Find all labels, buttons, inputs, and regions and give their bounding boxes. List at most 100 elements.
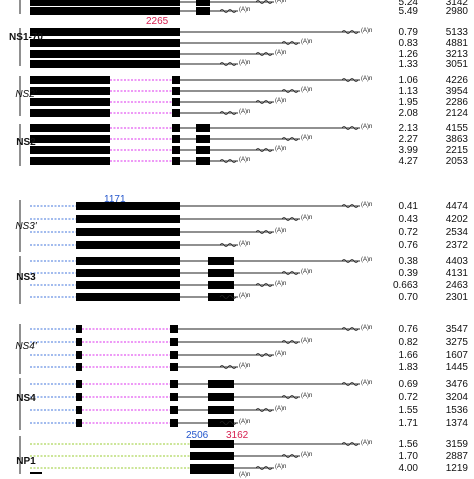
poly-a-label: (A)n xyxy=(239,419,251,425)
undefined xyxy=(196,146,210,154)
undefined xyxy=(170,363,178,371)
poly-a-tail xyxy=(255,230,273,234)
undefined xyxy=(30,39,180,47)
poly-a-tail xyxy=(219,421,237,425)
poly-a-label: (A)n xyxy=(361,380,373,386)
undefined xyxy=(76,338,82,346)
poly-a-tail xyxy=(281,41,299,45)
poly-a-label: (A)n xyxy=(301,135,313,141)
length-value: 3051 xyxy=(445,59,468,70)
undefined xyxy=(172,146,180,154)
undefined xyxy=(30,28,180,36)
undefined xyxy=(208,257,234,265)
poly-a-tail xyxy=(341,382,359,386)
fold-value: 1.66 xyxy=(398,350,418,361)
undefined xyxy=(170,406,178,414)
poly-a-tail xyxy=(219,243,237,247)
fold-value: 1.95 xyxy=(398,97,418,108)
poly-a-label: (A)n xyxy=(301,39,313,45)
poly-a-label: (A)n xyxy=(239,60,251,66)
poly-a-tail xyxy=(255,100,273,104)
fold-value: 0.38 xyxy=(398,256,418,267)
fold-value: 0.69 xyxy=(398,379,418,390)
undefined xyxy=(76,281,180,289)
coordinate-label: 3162 xyxy=(226,430,249,441)
undefined xyxy=(30,98,110,106)
length-value: 4202 xyxy=(445,214,468,225)
undefined xyxy=(30,50,180,58)
poly-a-label: (A)n xyxy=(239,241,251,247)
fold-value: 0.43 xyxy=(398,214,418,225)
fold-value: 4.00 xyxy=(398,463,418,474)
undefined xyxy=(190,440,234,448)
undefined xyxy=(196,135,210,143)
coordinate-label: 2506 xyxy=(186,430,209,441)
fold-value: 1.33 xyxy=(398,59,418,70)
fold-value: 0.79 xyxy=(398,27,418,38)
length-value: 5133 xyxy=(445,27,468,38)
poly-a-label: (A)n xyxy=(275,281,287,287)
undefined xyxy=(208,380,234,388)
length-value: 4474 xyxy=(445,201,468,212)
undefined xyxy=(170,325,178,333)
undefined xyxy=(30,146,110,154)
fold-value: 0.70 xyxy=(398,292,418,303)
fold-value: 0.39 xyxy=(398,268,418,279)
undefined xyxy=(30,7,180,15)
poly-a-label: (A)n xyxy=(301,269,313,275)
undefined xyxy=(170,380,178,388)
undefined xyxy=(190,452,234,460)
undefined xyxy=(170,419,178,427)
length-value: 2124 xyxy=(445,108,468,119)
poly-a-label: (A)n xyxy=(239,363,251,369)
undefined xyxy=(30,109,110,117)
poly-a-tail xyxy=(341,30,359,34)
fold-value: 2.13 xyxy=(398,123,418,134)
undefined xyxy=(190,472,234,474)
length-value: 4881 xyxy=(445,38,468,49)
poly-a-tail xyxy=(281,340,299,344)
undefined xyxy=(30,0,180,6)
undefined xyxy=(196,157,210,165)
poly-a-label: (A)n xyxy=(275,50,287,56)
poly-a-tail xyxy=(255,408,273,412)
poly-a-label: (A)n xyxy=(301,338,313,344)
undefined xyxy=(30,76,110,84)
length-value: 2286 xyxy=(445,97,468,108)
poly-a-tail xyxy=(281,271,299,275)
coordinate-label: 1171 xyxy=(104,194,126,205)
poly-a-tail xyxy=(255,283,273,287)
length-value: 2980 xyxy=(445,6,468,17)
fold-value: 2.27 xyxy=(398,134,418,145)
fold-value: 3.99 xyxy=(398,145,418,156)
undefined xyxy=(76,228,180,236)
fold-value: 0.76 xyxy=(398,240,418,251)
undefined xyxy=(76,406,82,414)
length-value: 3204 xyxy=(445,392,468,403)
poly-a-label: (A)n xyxy=(239,157,251,163)
undefined xyxy=(30,124,110,132)
undefined xyxy=(76,293,180,301)
group-label-ns2: NS2 xyxy=(16,137,36,148)
length-value: 3142 xyxy=(445,0,468,8)
coordinate-label: 2265 xyxy=(146,16,169,27)
undefined xyxy=(196,124,210,132)
undefined xyxy=(30,157,110,165)
poly-a-tail xyxy=(219,62,237,66)
undefined xyxy=(170,351,178,359)
undefined xyxy=(172,76,180,84)
poly-a-label: (A)n xyxy=(239,293,251,299)
poly-a-label: (A)n xyxy=(361,257,373,263)
undefined xyxy=(208,293,234,301)
undefined xyxy=(172,109,180,117)
poly-a-tail xyxy=(341,259,359,263)
poly-a-tail xyxy=(255,353,273,357)
poly-a-label: (A)n xyxy=(275,98,287,104)
length-value: 1219 xyxy=(445,463,468,474)
fold-value: 1.06 xyxy=(398,75,418,86)
poly-a-tail xyxy=(219,365,237,369)
poly-a-label: (A)n xyxy=(361,76,373,82)
poly-a-tail xyxy=(281,395,299,399)
poly-a-label: (A)n xyxy=(301,452,313,458)
